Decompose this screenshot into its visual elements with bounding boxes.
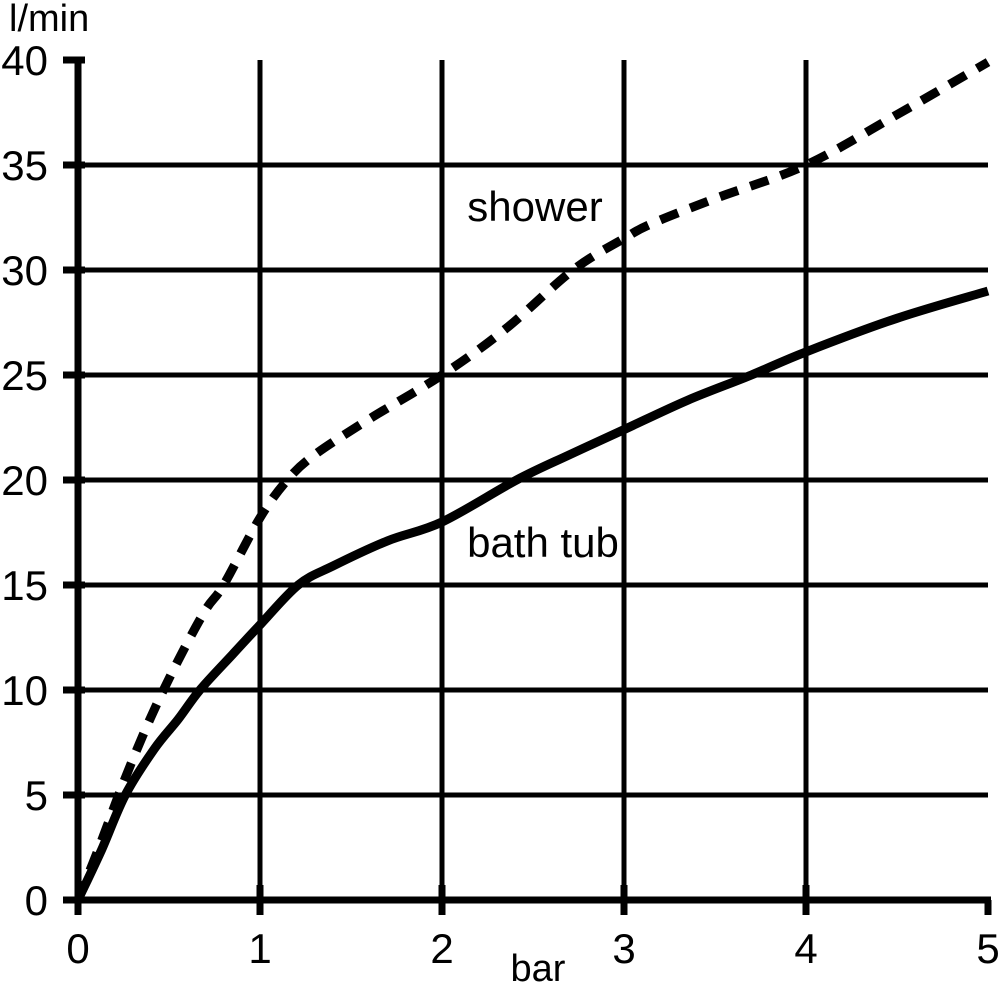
x-tick-label: 0 — [66, 925, 89, 972]
shower-series-line — [73, 58, 991, 902]
y-tick-label: 40 — [1, 37, 48, 84]
x-tick-label: 1 — [248, 925, 271, 972]
y-tick-label: 15 — [1, 562, 48, 609]
y-tick-label: 0 — [25, 877, 48, 924]
x-tick-label: 4 — [794, 925, 817, 972]
y-axis-unit-label: l/min — [9, 0, 89, 40]
y-tick-label: 35 — [1, 142, 48, 189]
x-tick-label: 2 — [430, 925, 453, 972]
y-tick-label: 10 — [1, 667, 48, 714]
y-tick-label: 20 — [1, 457, 48, 504]
x-tick-label: 3 — [612, 925, 635, 972]
y-tick-label: 25 — [1, 352, 48, 399]
label-layer: l/min bar shower bath tub — [9, 0, 619, 988]
y-tick-label: 30 — [1, 247, 48, 294]
shower-series-label: shower — [467, 183, 602, 230]
axis-layer: 0 5 10 15 20 25 30 35 40 0 1 2 3 4 5 — [1, 37, 999, 972]
grid-layer — [78, 60, 988, 900]
x-tick-label: 5 — [976, 925, 999, 972]
y-tick-label: 5 — [25, 772, 48, 819]
x-axis-unit-label: bar — [511, 948, 566, 988]
series-layer — [73, 58, 991, 902]
bath-tub-series-line — [73, 286, 990, 902]
bath-tub-series-label: bath tub — [467, 519, 619, 566]
